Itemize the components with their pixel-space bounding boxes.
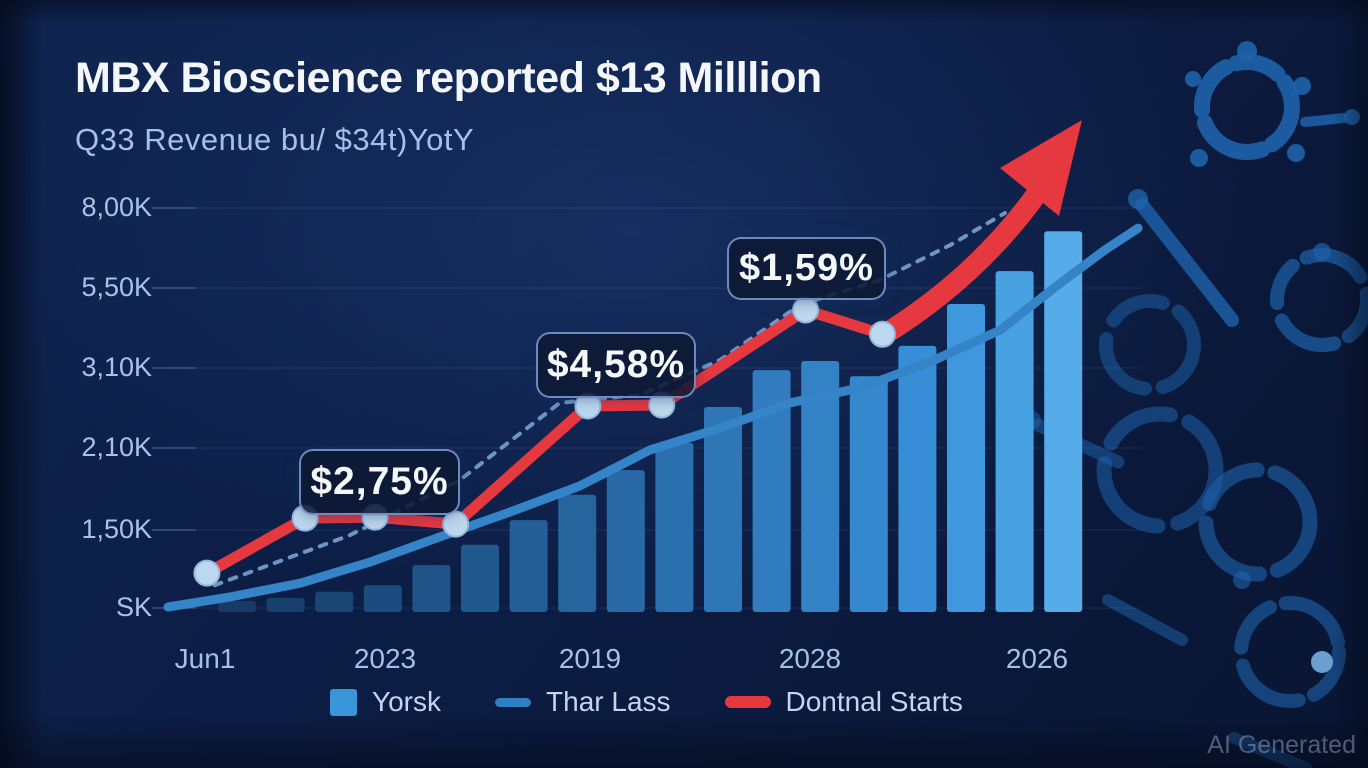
bar-yorsk xyxy=(461,544,499,612)
legend-swatch-line-icon xyxy=(495,697,532,707)
bar-yorsk xyxy=(218,600,256,612)
bar-yorsk xyxy=(266,597,305,612)
callout-value-2: $4,58% xyxy=(536,332,696,398)
data-point-marker xyxy=(442,510,470,538)
legend-item-yorsk: Yorsk xyxy=(330,686,441,718)
page-title: MBX Bioscience reported $13 Milllion xyxy=(75,54,822,102)
callout-value-2-text: $4,58% xyxy=(546,343,686,386)
bar-yorsk xyxy=(509,520,548,612)
data-point-marker xyxy=(792,296,820,324)
bar-yorsk xyxy=(315,591,354,612)
data-point-marker xyxy=(868,320,896,348)
legend-item-dontnal-starts: Dontnal Starts xyxy=(724,686,963,718)
bar-yorsk xyxy=(704,407,742,612)
bar-yorsk xyxy=(655,442,694,612)
callout-value-3: $1,59% xyxy=(727,237,886,300)
legend-swatch-square-icon xyxy=(330,688,357,716)
bar-yorsk xyxy=(606,470,645,612)
line-series-thar-lass xyxy=(163,223,1143,612)
bar-yorsk xyxy=(558,494,597,612)
bar-yorsk xyxy=(898,345,937,612)
data-point-marker xyxy=(193,559,221,587)
ai-generated-watermark: AI Generated xyxy=(1207,731,1356,759)
bar-yorsk xyxy=(363,585,402,612)
legend-label-yorsk: Yorsk xyxy=(372,686,442,717)
callout-value-1: $2,75% xyxy=(299,449,460,515)
bar-yorsk xyxy=(412,565,451,612)
page-subtitle: Q33 Revenue bu/ $34t)YotY xyxy=(75,122,475,157)
callout-value-1-text: $2,75% xyxy=(310,460,449,503)
legend: Yorsk Thar Lass Dontnal Starts xyxy=(330,686,963,718)
callout-value-3-text: $1,59% xyxy=(739,247,874,289)
legend-label-dontnal-starts: Dontnal Starts xyxy=(785,686,963,717)
legend-label-thar-lass: Thar Lass xyxy=(546,686,671,717)
legend-item-thar-lass: Thar Lass xyxy=(495,686,671,718)
bar-yorsk xyxy=(849,376,888,612)
legend-swatch-red-line-icon xyxy=(724,696,771,708)
